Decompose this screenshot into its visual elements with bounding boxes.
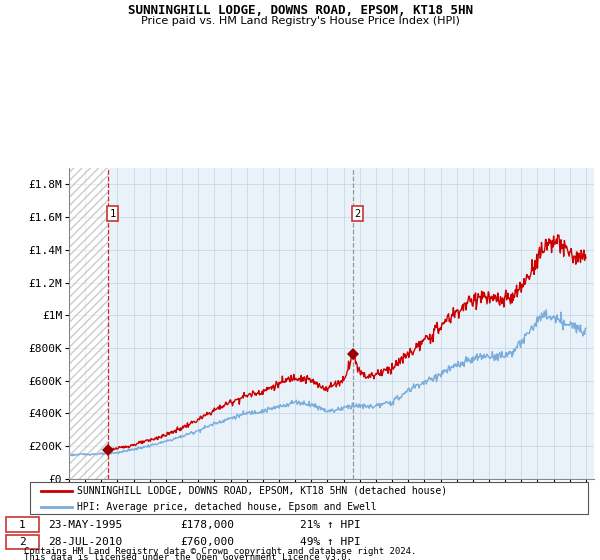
Text: HPI: Average price, detached house, Epsom and Ewell: HPI: Average price, detached house, Epso… xyxy=(77,502,377,512)
Text: 1: 1 xyxy=(109,209,116,219)
Text: 21% ↑ HPI: 21% ↑ HPI xyxy=(300,520,361,530)
Text: £178,000: £178,000 xyxy=(180,520,234,530)
FancyBboxPatch shape xyxy=(6,535,39,549)
Bar xyxy=(69,168,107,479)
Text: 2: 2 xyxy=(355,209,361,219)
Text: 49% ↑ HPI: 49% ↑ HPI xyxy=(300,537,361,547)
Text: Price paid vs. HM Land Registry's House Price Index (HPI): Price paid vs. HM Land Registry's House … xyxy=(140,16,460,26)
Text: SUNNINGHILL LODGE, DOWNS ROAD, EPSOM, KT18 5HN (detached house): SUNNINGHILL LODGE, DOWNS ROAD, EPSOM, KT… xyxy=(77,486,448,496)
Text: £760,000: £760,000 xyxy=(180,537,234,547)
Text: SUNNINGHILL LODGE, DOWNS ROAD, EPSOM, KT18 5HN: SUNNINGHILL LODGE, DOWNS ROAD, EPSOM, KT… xyxy=(128,4,473,17)
Text: This data is licensed under the Open Government Licence v3.0.: This data is licensed under the Open Gov… xyxy=(24,553,352,560)
FancyBboxPatch shape xyxy=(30,482,588,514)
Text: 2: 2 xyxy=(19,537,26,547)
Text: 23-MAY-1995: 23-MAY-1995 xyxy=(48,520,122,530)
Text: Contains HM Land Registry data © Crown copyright and database right 2024.: Contains HM Land Registry data © Crown c… xyxy=(24,547,416,556)
Text: 1: 1 xyxy=(19,520,26,530)
Text: 28-JUL-2010: 28-JUL-2010 xyxy=(48,537,122,547)
FancyBboxPatch shape xyxy=(6,517,39,531)
